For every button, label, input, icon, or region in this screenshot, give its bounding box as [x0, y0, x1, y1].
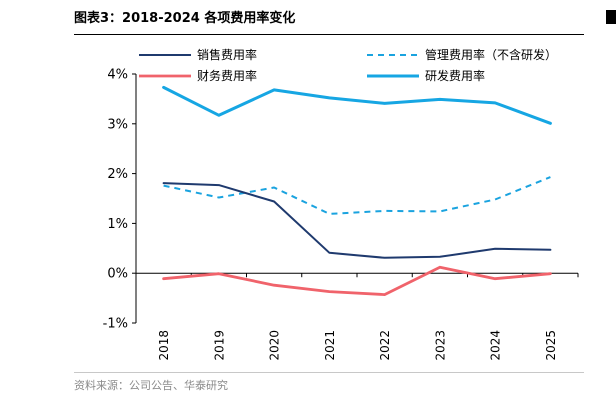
legend-label: 管理费用率（不含研发）	[425, 47, 557, 62]
x-tick-label: 2019	[212, 330, 226, 361]
legend-label: 研发费用率	[425, 68, 485, 83]
x-tick-label: 2025	[544, 330, 558, 361]
x-tick-label: 2020	[268, 330, 282, 361]
y-tick-label: 0%	[107, 267, 128, 282]
series-line	[162, 265, 552, 297]
x-tick-label: 2023	[433, 330, 447, 361]
legend: 销售费用率 管理费用率（不含研发） 财务费用率 研发费用率	[139, 47, 557, 83]
series-lines	[162, 85, 552, 297]
y-tick-label: 1%	[107, 217, 128, 232]
x-tick-labels: 2018 2019 2020 2021 2022 2023 2024 2025	[157, 330, 558, 361]
y-tick-label: 2%	[107, 167, 128, 182]
title-divider	[74, 34, 584, 35]
x-tick-label: 2018	[157, 330, 171, 361]
chart-axes	[132, 73, 579, 324]
legend-label: 财务费用率	[197, 68, 257, 83]
series-line	[162, 85, 552, 125]
x-tick-label: 2024	[489, 330, 503, 361]
y-tick-label: 3%	[107, 117, 128, 132]
footer-divider	[74, 372, 584, 373]
legend-label: 销售费用率	[197, 47, 257, 62]
series-line	[162, 182, 552, 259]
series-line	[163, 176, 551, 215]
x-tick-label: 2022	[378, 330, 392, 361]
page-title: 图表3：2018-2024 各项费用率变化	[74, 11, 296, 26]
y-tick-label: 4%	[107, 68, 128, 83]
adjacent-panel-edge	[606, 10, 616, 24]
y-tick-label: -1%	[103, 317, 128, 332]
source-note: 资料来源：公司公告、华泰研究	[74, 379, 228, 392]
x-tick-label: 2021	[323, 330, 337, 361]
y-tick-labels: -1% 0% 1% 2% 3% 4%	[103, 68, 128, 332]
